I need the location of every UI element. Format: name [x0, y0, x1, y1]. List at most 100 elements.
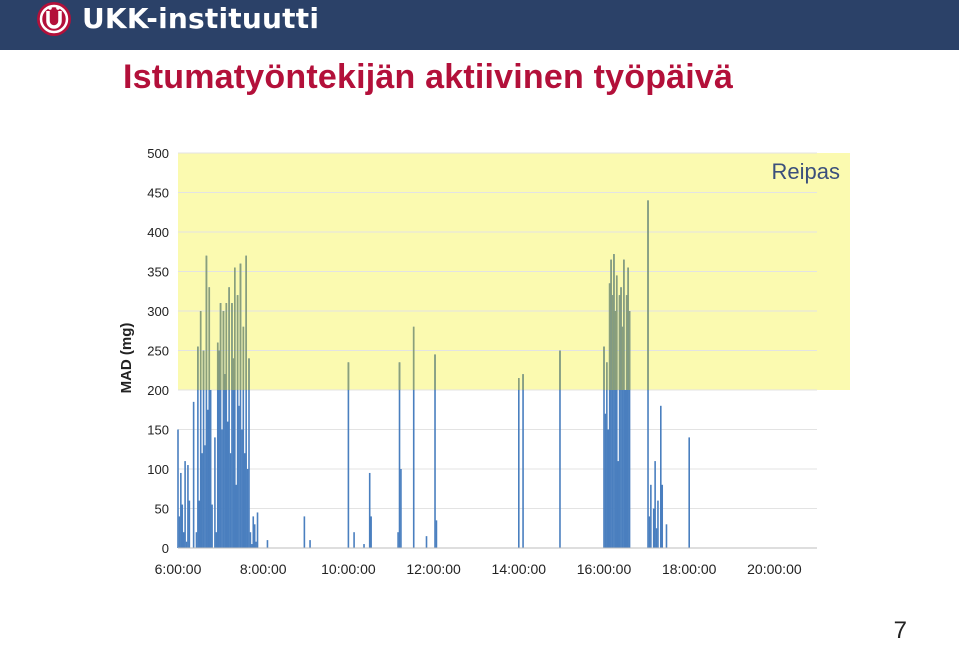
y-tick-label: 400	[147, 225, 169, 240]
bar-series	[177, 200, 690, 548]
bar	[177, 429, 179, 548]
annotation-band-label: Reipas	[772, 159, 840, 184]
bar-band-overlap	[611, 295, 614, 390]
y-tick-label: 250	[147, 344, 169, 359]
bar	[661, 484, 664, 548]
y-tick-label: 50	[155, 502, 169, 517]
bar-band-overlap	[208, 287, 211, 390]
x-tick-label: 14:00:00	[492, 561, 547, 577]
bar-band-overlap	[618, 295, 621, 390]
bar-band-overlap	[216, 342, 219, 390]
bar	[608, 283, 611, 548]
bar-band-overlap	[232, 358, 235, 390]
bar-band-overlap	[623, 259, 625, 390]
bar-band-overlap	[625, 295, 628, 390]
bar	[253, 524, 256, 548]
ukk-logo-icon	[37, 2, 71, 36]
x-tick-label: 16:00:00	[577, 561, 632, 577]
bar-band-overlap	[219, 303, 222, 390]
bar	[559, 350, 561, 548]
bar	[195, 532, 198, 548]
bar-band-overlap	[228, 287, 230, 390]
bar-band-overlap	[608, 283, 611, 390]
bar-band-overlap	[239, 263, 242, 390]
bar	[198, 500, 201, 548]
bar	[652, 508, 655, 548]
bar-band-overlap	[621, 326, 624, 390]
bar	[370, 516, 372, 548]
bar	[211, 504, 213, 548]
bar-band-overlap	[248, 358, 250, 390]
logo-text: UKK-instituutti	[82, 2, 320, 35]
bar	[518, 378, 520, 548]
bar	[182, 532, 185, 548]
bar-band-overlap	[197, 346, 199, 390]
bar	[192, 401, 195, 548]
bar	[368, 472, 371, 548]
page-number: 7	[893, 617, 907, 644]
bar	[400, 469, 402, 548]
bar	[178, 516, 181, 548]
bar-band-overlap	[603, 346, 605, 390]
bar	[197, 346, 199, 548]
bar-band-overlap	[234, 267, 236, 390]
bar-band-overlap	[236, 295, 239, 390]
y-axis-label: MAD (mg)	[118, 323, 135, 394]
bar	[628, 311, 631, 548]
bar	[613, 254, 615, 548]
bar	[201, 453, 203, 548]
bar	[665, 524, 668, 548]
bar	[225, 303, 228, 548]
bar	[246, 469, 249, 548]
bar	[435, 520, 438, 548]
x-tick-label: 10:00:00	[321, 561, 376, 577]
bar	[610, 259, 612, 548]
bar	[621, 326, 624, 548]
bar-band-overlap	[412, 326, 415, 390]
y-tick-label: 150	[147, 423, 169, 438]
y-tick-label: 0	[162, 541, 169, 556]
bar	[226, 421, 229, 548]
bar	[243, 453, 246, 548]
bar	[617, 461, 619, 548]
bar	[654, 461, 656, 548]
bar	[214, 437, 216, 548]
bar	[229, 453, 232, 548]
y-tick-label: 450	[147, 186, 169, 201]
bar	[412, 326, 415, 548]
bar	[650, 484, 652, 548]
x-tick-label: 8:00:00	[240, 561, 287, 577]
bar	[204, 445, 206, 548]
bar	[434, 354, 436, 548]
bar-band-overlap	[559, 350, 561, 390]
bar	[624, 390, 627, 548]
bar-band-overlap	[606, 362, 608, 390]
bar	[219, 303, 222, 548]
bar	[397, 532, 399, 548]
bar	[231, 303, 233, 548]
bar-band-overlap	[627, 267, 629, 390]
bar	[252, 516, 255, 548]
bar-band-overlap	[242, 326, 245, 390]
bar-band-overlap	[347, 362, 350, 390]
bar	[625, 295, 628, 548]
y-tick-label: 500	[147, 146, 169, 161]
y-tick-label: 100	[147, 462, 169, 477]
bar	[627, 267, 629, 548]
bar	[657, 500, 659, 548]
bar	[655, 528, 658, 548]
bar	[188, 500, 191, 548]
bar	[606, 362, 608, 548]
y-tick-label: 200	[147, 383, 169, 398]
bar	[221, 429, 223, 548]
bar	[236, 295, 239, 548]
x-tick-labels: 6:00:00 8:00:00 10:00:00 12:00:00 14:00:00 16…	[155, 561, 802, 577]
bar	[241, 429, 243, 548]
bar-band-overlap	[647, 200, 649, 390]
bar	[660, 405, 662, 548]
bar-band-overlap	[222, 311, 225, 390]
bar	[303, 516, 306, 548]
bar	[604, 413, 607, 548]
bar	[623, 259, 625, 548]
bar	[255, 541, 257, 548]
